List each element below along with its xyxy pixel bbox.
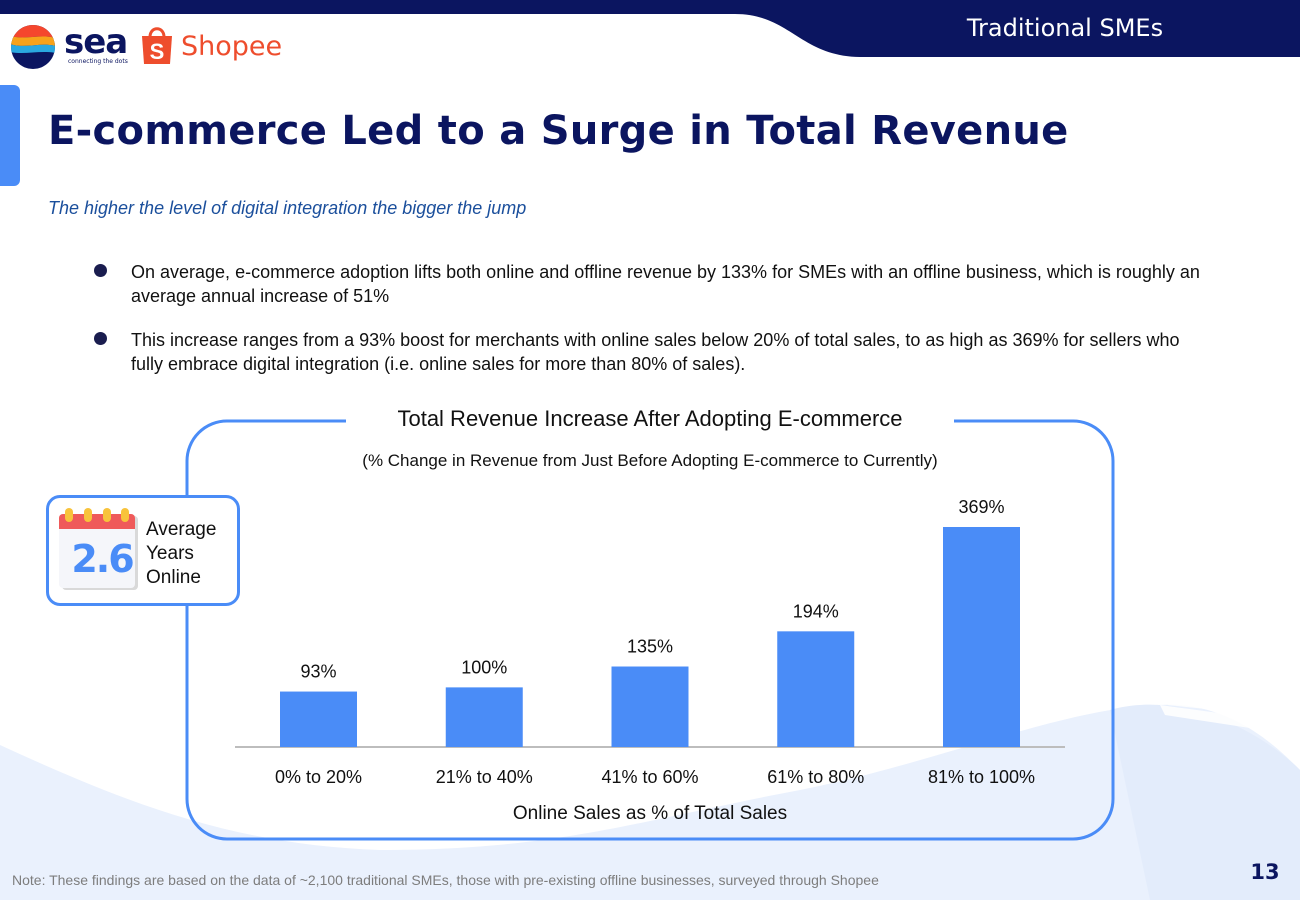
bullet-item: On average, e-commerce adoption lifts bo… xyxy=(131,262,1200,306)
svg-text:S: S xyxy=(150,39,165,64)
section-tag: Traditional SMEs xyxy=(966,14,1164,42)
bullet-marker xyxy=(94,332,107,345)
chart-subtitle: (% Change in Revenue from Just Before Ad… xyxy=(362,451,938,470)
bullet-item: This increase ranges from a 93% boost fo… xyxy=(131,330,1180,374)
sea-logo-text: sea xyxy=(64,22,128,62)
chart-frame xyxy=(185,419,1115,841)
bottom-wave xyxy=(0,704,1300,900)
footer-note: Note: These findings are based on the da… xyxy=(12,872,879,888)
header-band xyxy=(0,0,1300,14)
bottom-wave-right xyxy=(1110,704,1300,900)
calendar-icon xyxy=(59,508,138,590)
bullet-marker xyxy=(94,264,107,277)
chart-title-backdrop xyxy=(346,404,954,438)
left-accent-bar xyxy=(0,85,20,186)
average-years-card: 2.6 Average Years Online xyxy=(46,495,240,606)
page-subtitle: The higher the level of digital integrat… xyxy=(48,198,527,218)
page-title: E-commerce Led to a Surge in Total Reven… xyxy=(48,108,1069,154)
page-number: 13 xyxy=(1250,860,1280,884)
chart-title: Total Revenue Increase After Adopting E-… xyxy=(397,406,903,431)
x-axis-title: Online Sales as % of Total Sales xyxy=(512,803,788,824)
shopee-logo-text: Shopee xyxy=(181,31,283,62)
sailboat-icon xyxy=(1160,645,1255,728)
average-years-value: 2.6 xyxy=(71,537,134,581)
average-years-label: Average Years Online xyxy=(146,519,217,588)
sea-logo-icon xyxy=(11,25,55,69)
sea-logo-tagline: connecting the dots xyxy=(68,58,128,65)
header-tab xyxy=(735,14,1300,57)
shopee-bag-icon: S xyxy=(142,27,172,64)
